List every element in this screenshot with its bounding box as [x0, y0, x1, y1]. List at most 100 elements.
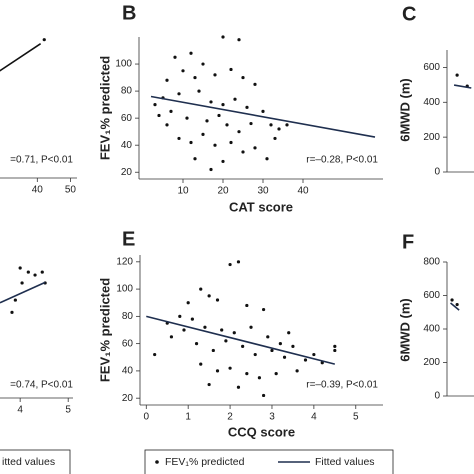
point — [193, 75, 197, 80]
y-tick-label: 100 — [115, 59, 132, 70]
point — [237, 130, 241, 134]
point — [177, 136, 181, 141]
point — [287, 331, 291, 335]
legend-label: Fitted values — [315, 456, 375, 468]
point — [245, 105, 249, 109]
point — [312, 352, 316, 357]
x-tick-label: 2 — [227, 412, 233, 423]
point — [273, 136, 277, 141]
y-axis-label: FEV₁% predicted — [97, 56, 112, 160]
x-tick-label: 0 — [144, 412, 150, 423]
point — [237, 38, 241, 42]
y-axis-label: FEV₁% predicted — [97, 278, 112, 382]
point — [228, 366, 232, 370]
point — [303, 358, 308, 362]
point — [270, 348, 274, 353]
point — [190, 317, 194, 321]
y-tick-label: 20 — [122, 393, 134, 404]
y-axis-label: 6MWD (m) — [397, 78, 412, 142]
panel: 10 20 30 40 20 40 60 80 100 r=–0.28, P<0.01 CAT sc… — [97, 2, 383, 214]
annotation: =0.71, P<0.01 — [10, 155, 73, 166]
y-tick-label: 400 — [423, 97, 440, 108]
point — [221, 35, 225, 39]
point — [157, 113, 161, 118]
y-tick-label: 0 — [434, 167, 440, 178]
point — [224, 339, 228, 343]
point — [185, 116, 189, 120]
x-tick-label: 10 — [177, 186, 189, 197]
point — [291, 344, 295, 348]
x-axis-label: CAT score — [229, 199, 293, 214]
point — [20, 281, 24, 285]
point — [249, 121, 253, 126]
x-tick-label: 40 — [297, 186, 309, 197]
legend-box — [144, 449, 394, 474]
point — [245, 372, 249, 376]
point — [455, 73, 459, 77]
point — [295, 369, 299, 373]
point — [277, 127, 281, 131]
y-tick-label: 120 — [116, 256, 133, 267]
x-tick-label: 3 — [269, 412, 275, 423]
point — [333, 344, 337, 348]
point — [261, 307, 266, 312]
point — [169, 335, 174, 339]
point — [189, 140, 193, 145]
point — [266, 335, 270, 339]
y-tick-label: 200 — [423, 132, 440, 143]
point — [253, 352, 257, 357]
point — [33, 273, 37, 277]
point — [173, 55, 177, 59]
panel-letter: C — [402, 3, 416, 25]
point — [211, 348, 215, 353]
point — [209, 167, 213, 172]
fit-line — [0, 281, 46, 304]
fit-line — [0, 43, 42, 72]
y-tick-label: 40 — [121, 140, 133, 151]
point — [257, 376, 262, 380]
point — [213, 143, 217, 147]
point — [186, 301, 190, 305]
point — [220, 328, 224, 332]
point — [197, 89, 201, 93]
panel: 0 200 400 600 800 6MWD (m) F — [397, 231, 474, 402]
point — [241, 150, 245, 154]
point — [253, 146, 257, 150]
x-tick-label: 5 — [65, 405, 71, 416]
point — [285, 123, 289, 127]
legend-marker — [155, 460, 159, 464]
y-tick-label: 80 — [121, 86, 133, 97]
y-tick-label: 60 — [121, 113, 133, 124]
x-tick-label: 1 — [185, 412, 191, 423]
point — [221, 159, 225, 164]
x-tick-label: 40 — [32, 185, 44, 196]
y-tick-label: 40 — [122, 366, 134, 377]
point — [203, 325, 207, 329]
point — [253, 82, 257, 86]
legend-fragment-text: itted values — [2, 456, 55, 468]
point — [189, 51, 193, 55]
point — [194, 342, 199, 346]
point — [153, 103, 157, 107]
point — [333, 348, 337, 353]
panel-letter: E — [122, 228, 135, 250]
point — [182, 328, 186, 332]
point — [245, 303, 249, 308]
y-tick-label: 600 — [423, 62, 440, 73]
y-tick-label: 100 — [116, 284, 133, 295]
legend-label: FEV₁% predicted — [165, 456, 245, 468]
point — [40, 270, 44, 274]
annotation: r=–0.28, P<0.01 — [306, 155, 378, 166]
y-tick-label: 80 — [122, 311, 134, 322]
point — [236, 260, 241, 264]
point — [207, 294, 211, 298]
point — [169, 109, 173, 113]
point — [232, 331, 236, 335]
point — [207, 382, 211, 387]
point — [229, 140, 233, 145]
x-axis-label: CCQ score — [228, 424, 295, 439]
x-tick-label: 20 — [217, 186, 229, 197]
point — [181, 69, 185, 73]
